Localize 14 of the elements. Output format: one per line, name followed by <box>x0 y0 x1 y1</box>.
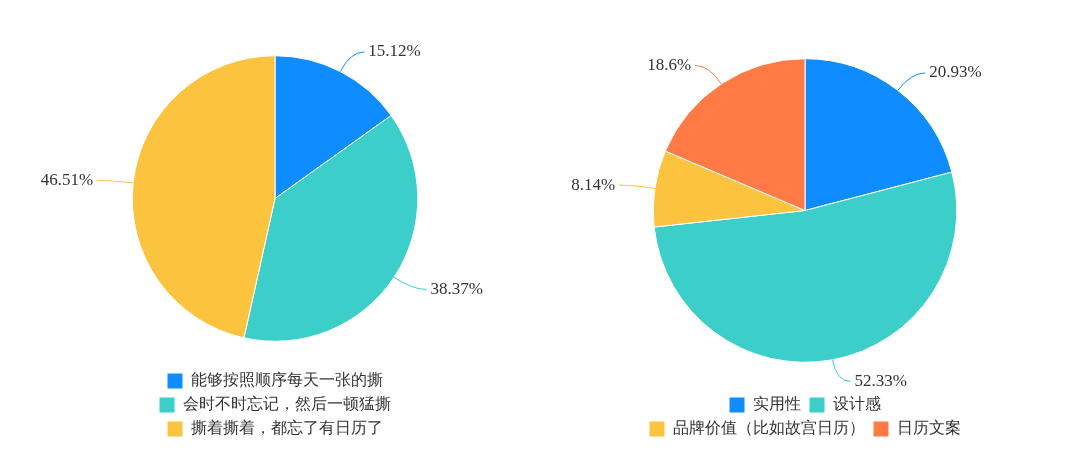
data-label: 8.14% <box>571 174 616 194</box>
data-label: 15.12% <box>368 41 421 61</box>
legend-label: 设计感 <box>833 394 881 414</box>
legend-label: 品牌价值（比如故宫日历） <box>673 418 865 438</box>
data-label: 18.6% <box>647 55 692 75</box>
data-label: 20.93% <box>929 62 982 82</box>
data-label: 52.33% <box>854 370 907 390</box>
legend-label: 会时不时忘记，然后一顿猛撕 <box>183 394 391 414</box>
legend-label: 撕着撕着，都忘了有日历了 <box>191 418 383 438</box>
legend-label: 实用性 <box>753 394 801 414</box>
legend-label: 能够按照顺序每天一张的撕 <box>191 370 383 390</box>
data-label: 46.51% <box>40 169 94 189</box>
legend-label: 日历文案 <box>897 418 961 438</box>
data-label: 38.37% <box>430 278 483 298</box>
